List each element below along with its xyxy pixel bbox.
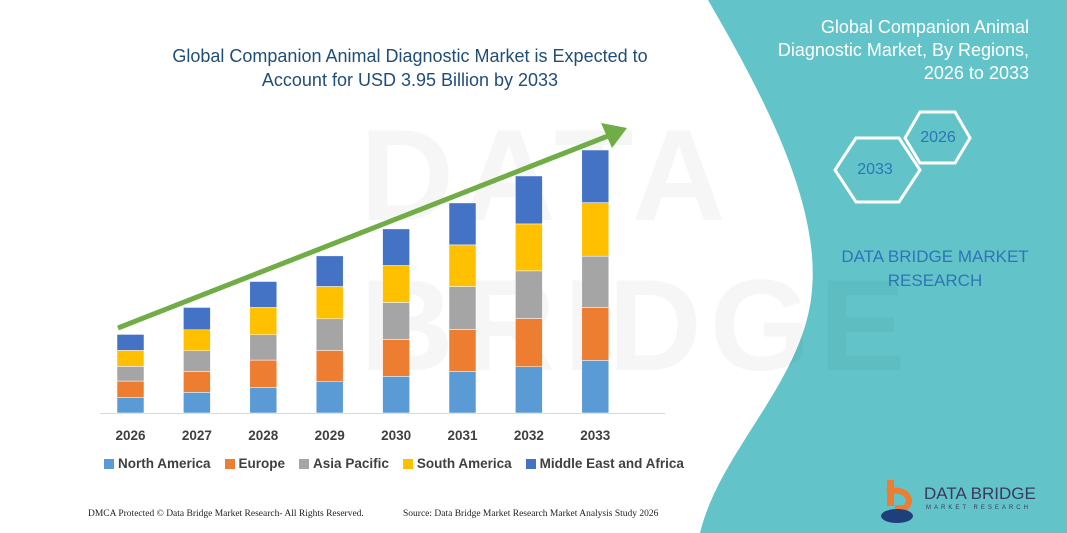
bar-segment-2033-middle-east-and-africa — [581, 149, 610, 203]
bar-segment-2026-north-america — [116, 397, 145, 414]
bar-segment-2032-south-america — [515, 223, 543, 272]
bar-segment-2030-middle-east-and-africa — [382, 228, 410, 266]
bar-segment-2026-asia-pacific — [116, 366, 145, 382]
legend-label: Middle East and Africa — [539, 456, 684, 471]
trend-arrow-line — [117, 133, 609, 331]
bar-segment-2031-asia-pacific — [448, 286, 477, 330]
bar-segment-2031-middle-east-and-africa — [448, 202, 477, 246]
side-title-line1: Global Companion Animal — [820, 17, 1029, 37]
teal-panel — [700, 0, 1067, 533]
bar-segment-2028-middle-east-and-africa — [249, 281, 278, 308]
bar-segment-2031-europe — [448, 329, 477, 372]
bar-segment-2026-south-america — [116, 350, 145, 367]
logo-text: DATA BRIDGE — [924, 484, 1036, 503]
bar-segment-2033-asia-pacific — [581, 255, 610, 308]
chart-title-line2: Account for USD 3.95 Billion by 2033 — [261, 70, 559, 90]
hex-label-2026: 2026 — [920, 129, 956, 146]
bar-segment-2033-europe — [581, 307, 610, 361]
bar-segment-2027-middle-east-and-africa — [183, 307, 211, 331]
legend-item-mea: Middle East and Africa — [525, 456, 684, 471]
bar-segment-2028-asia-pacific — [249, 334, 278, 361]
bar-segment-2029-asia-pacific — [315, 318, 344, 351]
trend-arrow-head — [601, 123, 627, 148]
x-tick-label: 2027 — [182, 428, 212, 443]
hex-label-2033: 2033 — [857, 161, 893, 178]
x-tick-label: 2033 — [580, 428, 611, 443]
bar-segment-2032-north-america — [515, 366, 543, 414]
bar-segment-2030-asia-pacific — [382, 302, 410, 340]
legend-swatch — [224, 458, 235, 469]
bar-segment-2032-europe — [515, 318, 543, 367]
x-tick-label: 2026 — [115, 428, 146, 443]
legend-item-europe: Europe — [224, 456, 286, 471]
bar-segment-2028-europe — [249, 359, 278, 388]
logo-subtext: MARKET RESEARCH — [926, 505, 1031, 511]
bar-segment-2029-south-america — [315, 286, 344, 320]
chart-title-line1: Global Companion Animal Diagnostic Marke… — [172, 46, 648, 66]
bar-segment-2027-asia-pacific — [183, 350, 211, 372]
legend-item-north-america: North America — [104, 456, 211, 471]
x-tick-labels: 2026 2027 2028 2029 2030 2031 2032 2033 — [115, 428, 610, 443]
side-title-line2: Diagnostic Market, By Regions, — [777, 40, 1029, 60]
legend-item-asia-pacific: Asia Pacific — [299, 456, 389, 471]
footer-copyright: DMCA Protected © Data Bridge Market Rese… — [88, 509, 364, 519]
legend-item-south-america: South America — [402, 456, 512, 471]
bar-segment-2031-north-america — [448, 371, 477, 414]
bar-segment-2027-europe — [183, 371, 211, 393]
bars-group — [116, 149, 610, 414]
stacked-bar-chart: 2026 2027 2028 2029 2030 2031 2032 2033 — [100, 123, 665, 443]
brand-line1: DATA BRIDGE MARKET — [841, 247, 1029, 266]
legend-swatch — [299, 458, 310, 469]
x-tick-label: 2030 — [381, 428, 411, 443]
legend-label: South America — [416, 456, 512, 471]
x-tick-label: 2029 — [315, 428, 345, 443]
bar-segment-2027-south-america — [183, 329, 211, 351]
legend-swatch — [525, 458, 536, 469]
x-tick-label: 2032 — [514, 428, 544, 443]
data-bridge-logo-icon — [881, 480, 913, 523]
bar-segment-2026-middle-east-and-africa — [116, 334, 145, 351]
side-panel-title: Global Companion Animal Diagnostic Marke… — [729, 16, 1029, 85]
bar-segment-2033-north-america — [581, 360, 610, 414]
bar-segment-2027-north-america — [183, 392, 211, 414]
bar-segment-2030-europe — [382, 339, 410, 377]
legend-swatch — [104, 458, 114, 469]
side-title-line3: 2026 to 2033 — [923, 63, 1029, 83]
bar-segment-2033-south-america — [581, 202, 610, 257]
x-tick-label: 2031 — [447, 428, 478, 443]
bar-segment-2028-south-america — [249, 307, 278, 336]
legend-label: North America — [118, 456, 211, 471]
x-tick-label: 2028 — [248, 428, 279, 443]
chart-title: Global Companion Animal Diagnostic Marke… — [150, 44, 670, 92]
bar-segment-2032-middle-east-and-africa — [515, 175, 543, 225]
bar-segment-2026-europe — [116, 380, 145, 398]
bar-segment-2030-north-america — [382, 376, 410, 414]
bar-segment-2030-south-america — [382, 265, 410, 303]
legend-label: Asia Pacific — [313, 456, 389, 471]
bar-segment-2031-south-america — [448, 244, 477, 287]
legend-swatch — [402, 458, 413, 469]
legend-label: Europe — [238, 456, 286, 471]
bar-segment-2029-middle-east-and-africa — [315, 255, 344, 287]
bar-segment-2029-north-america — [315, 381, 344, 414]
brand-line2: RESEARCH — [887, 271, 983, 290]
legend: North America Europe Asia Pacific South … — [104, 456, 684, 471]
bar-segment-2029-europe — [315, 350, 344, 382]
bar-segment-2032-asia-pacific — [515, 270, 543, 319]
footer-source: Source: Data Bridge Market Research Mark… — [403, 509, 659, 519]
brand-text: DATA BRIDGE MARKET RESEARCH — [820, 245, 1050, 293]
bar-segment-2028-north-america — [249, 387, 278, 414]
